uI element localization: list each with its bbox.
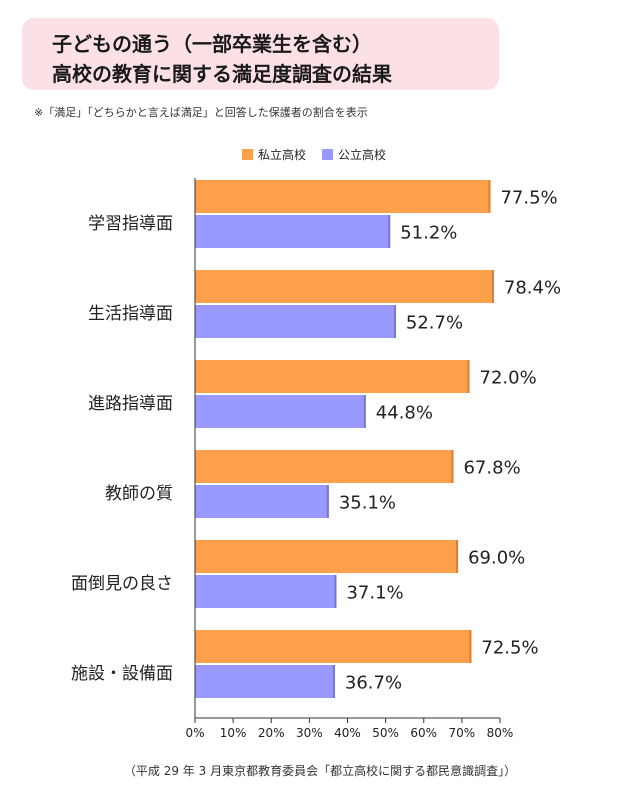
- value-label: 69.0%: [468, 548, 525, 569]
- bar-edge: [467, 360, 470, 393]
- category-label: 学習指導面: [88, 214, 173, 234]
- bar-edge: [326, 485, 329, 518]
- source-citation: （平成 29 年 3 月東京都教育委員会「都立高校に関する都民意識調査」）: [123, 764, 517, 778]
- bar-private: [195, 540, 459, 573]
- bar-edge: [388, 215, 391, 248]
- bar-edge: [451, 450, 454, 483]
- x-tick-label: 70%: [449, 726, 476, 740]
- category-label: 生活指導面: [88, 304, 173, 324]
- bar-public: [195, 485, 329, 518]
- x-tick-label: 50%: [372, 726, 399, 740]
- x-tick-label: 0%: [185, 726, 204, 740]
- category-label: 面倒見の良さ: [71, 574, 173, 594]
- value-label: 52.7%: [406, 313, 463, 334]
- x-tick-label: 40%: [334, 726, 361, 740]
- value-label: 35.1%: [339, 493, 396, 514]
- legend-label-1: 私立高校: [258, 147, 306, 162]
- title-box: 子どもの通う（一部卒業生を含む） 高校の教育に関する満足度調査の結果: [22, 18, 499, 90]
- bar-edge: [469, 630, 472, 663]
- bar-edge: [491, 270, 494, 303]
- bar-private: [195, 630, 472, 663]
- bar-public: [195, 575, 337, 608]
- legend-swatch-1: [242, 149, 253, 160]
- bar-public: [195, 215, 391, 248]
- bar-edge: [393, 305, 396, 338]
- legend-label-2: 公立高校: [338, 147, 386, 162]
- title-line-2: 高校の教育に関する満足度調査の結果: [52, 62, 392, 86]
- value-label: 37.1%: [346, 583, 403, 604]
- bar-private: [195, 270, 494, 303]
- x-tick-label: 10%: [220, 726, 247, 740]
- value-label: 77.5%: [500, 188, 557, 209]
- bar-public: [195, 305, 396, 338]
- bar-edge: [456, 540, 459, 573]
- title-line-1: 子どもの通う（一部卒業生を含む）: [52, 32, 372, 56]
- value-label: 36.7%: [345, 673, 402, 694]
- bar-edge: [363, 395, 366, 428]
- category-label: 教師の質: [105, 484, 173, 504]
- x-tick-label: 30%: [296, 726, 323, 740]
- x-tick-label: 80%: [487, 726, 514, 740]
- category-label: 施設・設備面: [71, 664, 173, 684]
- bar-edge: [488, 180, 491, 213]
- bar-private: [195, 450, 454, 483]
- value-label: 67.8%: [463, 458, 520, 479]
- legend-swatch-2: [322, 149, 333, 160]
- value-label: 72.0%: [480, 368, 537, 389]
- value-label: 72.5%: [481, 638, 538, 659]
- value-label: 78.4%: [504, 278, 561, 299]
- bar-edge: [334, 575, 337, 608]
- x-tick-label: 60%: [410, 726, 437, 740]
- value-label: 51.2%: [400, 223, 457, 244]
- bar-public: [195, 395, 366, 428]
- bar-private: [195, 180, 491, 213]
- chart-note: ※「満足」「どちらかと言えば満足」と回答した保護者の割合を表示: [34, 106, 368, 119]
- bar-private: [195, 360, 470, 393]
- x-tick-label: 20%: [258, 726, 285, 740]
- bar-edge: [332, 665, 335, 698]
- bar-public: [195, 665, 335, 698]
- category-label: 進路指導面: [88, 394, 173, 414]
- value-label: 44.8%: [376, 403, 433, 424]
